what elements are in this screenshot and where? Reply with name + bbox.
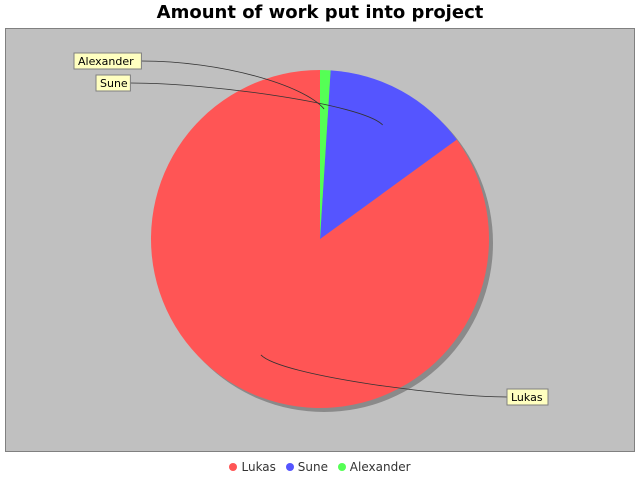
chart-title: Amount of work put into project: [156, 2, 484, 23]
legend-item-lukas: Lukas: [229, 460, 276, 474]
legend-item-sune: Sune: [285, 460, 328, 474]
slice-label-box-alexander: [73, 52, 142, 70]
slice-label-box-lukas: [506, 388, 549, 406]
pie-slice-sune: [320, 70, 457, 239]
legend-marker: [229, 463, 238, 471]
legend-marker: [337, 463, 346, 471]
pie-slice-alexander: [320, 70, 331, 239]
legend: Lukas Sune Alexander: [0, 460, 640, 474]
legend-label: Lukas: [241, 460, 276, 474]
slice-label-lukas: Lukas: [511, 391, 543, 404]
leader-line-sune: [130, 82, 383, 126]
legend-label: Alexander: [349, 460, 411, 474]
leader-line-lukas: [260, 354, 508, 398]
slice-label-sune: Sune: [100, 77, 128, 90]
legend-marker: [285, 463, 294, 471]
legend-item-alexander: Alexander: [337, 460, 411, 474]
legend-label: Sune: [297, 460, 328, 474]
slice-label-alexander: Alexander: [78, 55, 134, 68]
pie-slice-lukas: [151, 70, 490, 408]
slice-label-box-sune: [95, 74, 131, 92]
leader-line-alexander: [141, 60, 325, 110]
